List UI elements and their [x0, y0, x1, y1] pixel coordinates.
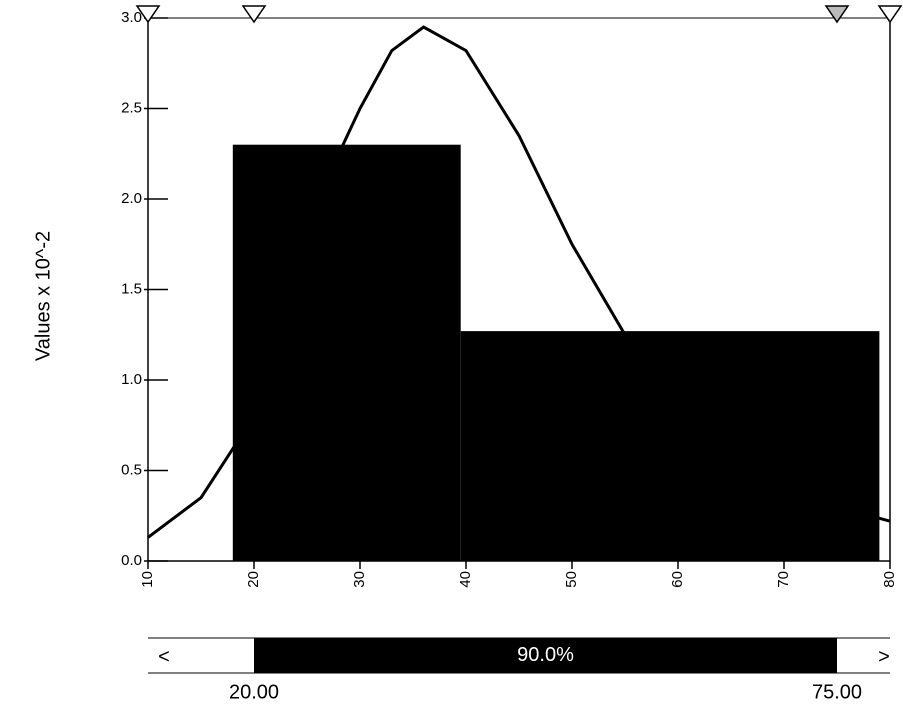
bar	[232, 144, 461, 561]
x-tick-label: 40	[457, 571, 474, 588]
x-tick-label: 10	[139, 571, 156, 588]
edge-marker[interactable]	[877, 5, 903, 24]
y-axis-label: Values x 10^-2	[32, 231, 54, 361]
x-tick-label: 20	[245, 571, 262, 588]
left-delimiter[interactable]	[241, 5, 267, 24]
y-tick-label: 2.5	[121, 99, 142, 116]
range-high-label: 75.00	[812, 681, 862, 703]
y-tick-label: 1.5	[121, 280, 142, 297]
x-tick-label: 50	[563, 571, 580, 588]
x-tick-label: 30	[351, 571, 368, 588]
y-tick-label: 3.0	[121, 9, 142, 26]
slider-range	[254, 638, 837, 673]
edge-marker[interactable]	[135, 5, 161, 24]
x-tick-label: 60	[669, 571, 686, 588]
y-tick-label: 0.0	[121, 552, 142, 569]
right-button[interactable]: >	[878, 646, 890, 668]
x-tick-label: 70	[775, 571, 792, 588]
y-tick-label: 2.0	[121, 190, 142, 207]
x-tick-label: 80	[881, 571, 898, 588]
range-low-label: 20.00	[229, 681, 279, 703]
probability-label: 90.0%	[517, 644, 574, 666]
left-button[interactable]: <	[158, 646, 170, 668]
y-tick-label: 1.0	[121, 371, 142, 388]
y-tick-label: 0.5	[121, 461, 142, 478]
right-delimiter[interactable]	[824, 5, 850, 24]
bar	[460, 331, 880, 561]
